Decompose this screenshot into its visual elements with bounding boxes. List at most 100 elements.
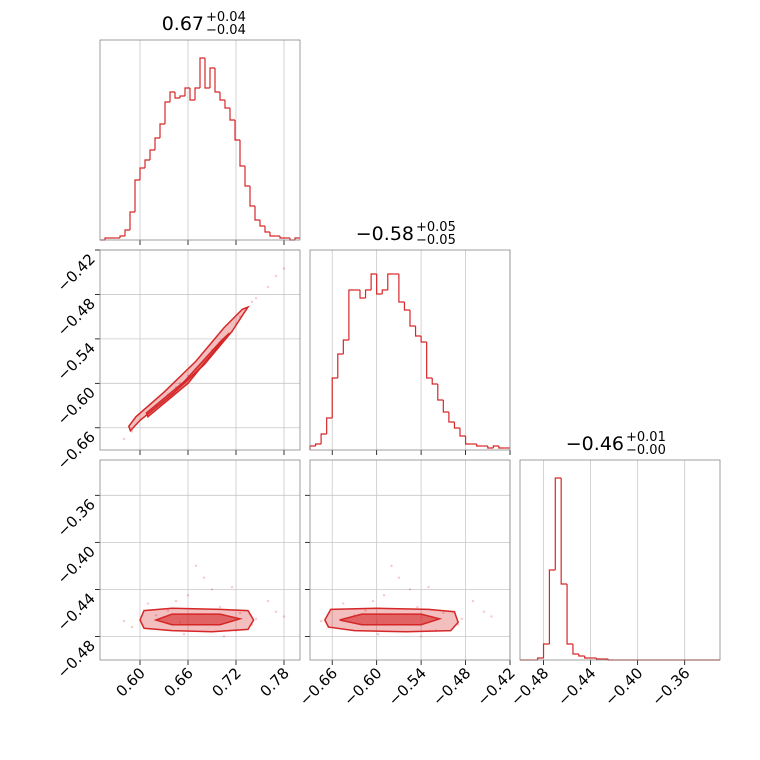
sample-point [390,564,393,568]
histogram-bin [264,226,270,233]
sample-point [194,564,198,568]
sample-point [427,585,430,589]
title-lower: −0.04 [206,23,246,38]
sample-point [442,611,445,615]
y-tick-label: −0.42 [54,250,99,295]
sample-point [460,617,464,621]
histogram-bin [387,273,394,290]
sample-point [122,619,126,623]
y-tick-label: −0.36 [54,495,99,540]
x-tick-label: 0.78 [256,664,292,700]
histogram-bin [453,422,460,429]
sample-point [122,437,126,441]
sample-point [182,632,186,636]
histogram-bin [420,336,427,343]
sample-point [471,599,475,603]
sample-point [490,615,493,618]
x-tick-label: −0.48 [507,664,552,709]
histogram-bin [431,378,438,385]
histogram-bin [119,235,125,238]
y-tick-label: −0.48 [54,295,99,340]
sample-point [202,576,206,579]
sample-point [482,610,486,613]
sample-point [254,296,258,300]
histogram-bin [566,584,573,645]
sample-point [319,619,323,623]
histogram-bin [364,289,372,298]
title-value: −0.58 [356,223,414,245]
histogram-bin [442,400,449,413]
histogram-bin [224,100,230,109]
sample-point [419,635,423,638]
x-tick-label: 0.60 [112,664,148,700]
histogram-bin [214,68,220,93]
contour [145,332,231,418]
histogram-bin [254,206,260,221]
sample-point [266,285,270,289]
histogram-bin [184,87,190,96]
histogram-bin [403,302,410,311]
sample-point [210,588,214,591]
histogram-bin [199,57,205,88]
histogram-bin [381,289,388,294]
histogram-bin [331,377,338,418]
sample-point [218,605,222,609]
histogram-bin [219,92,225,101]
histogram-bin [326,417,333,434]
histogram-bin [294,237,300,240]
histogram-bin [234,120,240,141]
sample-point [186,594,190,597]
sample-point [154,614,158,617]
panel-frame [99,459,301,661]
histogram-bin [269,232,275,237]
histogram-bin [337,353,344,378]
histogram-bin [487,446,494,449]
y-tick-label: −0.44 [54,590,99,635]
sample-point [408,588,412,591]
sample-point [174,599,178,603]
sample-point [166,609,170,612]
histogram-bin [144,159,150,168]
histogram-bin [309,445,316,450]
sample-point [282,267,286,270]
sample-point [274,274,278,278]
histogram-bin [249,186,255,207]
sample-point [146,602,150,605]
sample-point [371,599,375,603]
histogram-bin [448,412,455,423]
histogram-bin [492,445,499,448]
histogram-bin [578,654,585,657]
histogram-bin [239,140,245,167]
histogram-bin [164,101,170,124]
histogram-bin [209,67,215,88]
histogram-bin [476,444,483,447]
histogram-bin [548,569,556,644]
x-tick-label: 0.66 [160,664,196,700]
sample-point [266,599,270,603]
histogram-bin [595,658,603,660]
panel-frame [309,249,511,451]
y-tick-label: −0.54 [54,339,99,384]
histogram-bin [154,137,160,150]
title-value: −0.46 [566,433,624,455]
histogram-bin [348,289,355,340]
x-tick-label: −0.48 [429,664,474,709]
histogram-bin [542,643,550,658]
title-upper: +0.01 [626,430,666,445]
x-tick-label: −0.54 [385,664,430,709]
histogram-bin [314,443,322,446]
histogram-bin [134,179,140,212]
histogram-bin [139,167,145,180]
x-tick-label: −0.44 [554,664,599,709]
histogram-bin [204,58,210,89]
histogram-bin [159,123,165,138]
histogram-bin [104,237,110,240]
histogram-bin [129,211,135,230]
title-upper: +0.04 [206,10,246,25]
sample-point [364,609,367,612]
histogram-bin [259,220,265,227]
sample-point [222,635,226,638]
sample-point [238,611,242,615]
sample-point [254,617,258,621]
